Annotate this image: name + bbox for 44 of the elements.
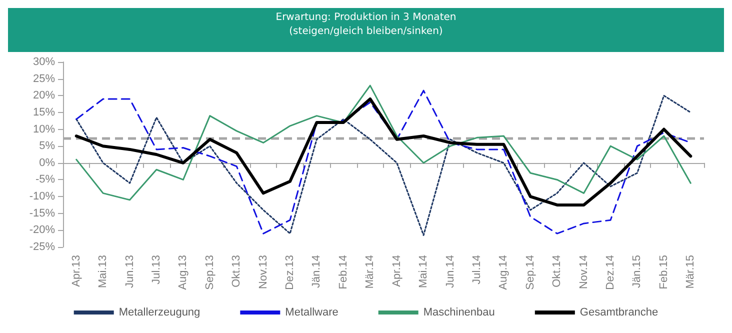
x-tick-label: Dez.14 <box>604 255 617 290</box>
legend-label: Maschinenbau <box>423 306 495 318</box>
y-tick-label: 0% <box>39 156 56 169</box>
x-tick-label: Jul.13 <box>150 255 162 284</box>
x-tick-label: Mai.13 <box>97 255 110 288</box>
y-tick-label: 5% <box>39 140 56 152</box>
line-series <box>76 84 692 201</box>
x-tick-label: Apr.14 <box>390 255 403 287</box>
x-tick-label: Aug.13 <box>177 255 190 290</box>
x-tick-label: Jul.14 <box>470 255 483 284</box>
y-tick-label: -25% <box>29 241 56 253</box>
y-tick-label: 15% <box>32 106 56 118</box>
legend-label: Metallerzeugung <box>118 306 200 318</box>
y-tick-label: -5% <box>35 174 56 186</box>
line-series <box>74 98 692 206</box>
x-tick-label: Aug.14 <box>498 255 510 290</box>
y-tick-label: -10% <box>29 190 56 203</box>
chart-subtitle: (steigen/gleich bleiben/sinken) <box>288 26 444 37</box>
x-tick-label: Nov.13 <box>257 255 270 290</box>
x-tick-label: Jun.14 <box>444 255 456 288</box>
y-tick-label: 10% <box>32 123 56 136</box>
y-tick-label: 30% <box>32 56 56 68</box>
y-tick-label: 25% <box>32 72 56 85</box>
chart-title: Erwartung: Produktion in 3 Monaten <box>274 12 458 23</box>
x-tick-label: Mai.14 <box>418 255 430 288</box>
x-tick-label: Feb.14 <box>337 255 350 290</box>
x-tick-label: Jän.14 <box>310 255 323 288</box>
x-tick-label: Jän.15 <box>631 255 644 288</box>
legend-label: Gesamtbranche <box>580 306 658 318</box>
x-tick-label: Okt.13 <box>230 255 243 288</box>
x-tick-label: Dez.13 <box>284 255 296 290</box>
x-tick-label: Mär.14 <box>364 255 376 289</box>
x-tick-label: Jun.13 <box>124 255 136 288</box>
x-tick-label: Mär.15 <box>684 255 697 289</box>
y-tick-label: -20% <box>29 224 56 236</box>
x-tick-label: Feb.15 <box>658 255 670 290</box>
y-tick-label: -15% <box>29 207 56 220</box>
x-tick-label: Sep.14 <box>524 255 536 290</box>
legend-label: Metallware <box>285 306 338 318</box>
x-tick-label: Okt.14 <box>551 255 564 288</box>
y-tick-label: 20% <box>32 90 56 102</box>
x-tick-label: Sep.13 <box>204 255 216 290</box>
x-tick-label: Apr.13 <box>70 255 82 287</box>
x-tick-label: Nov.14 <box>578 255 590 290</box>
